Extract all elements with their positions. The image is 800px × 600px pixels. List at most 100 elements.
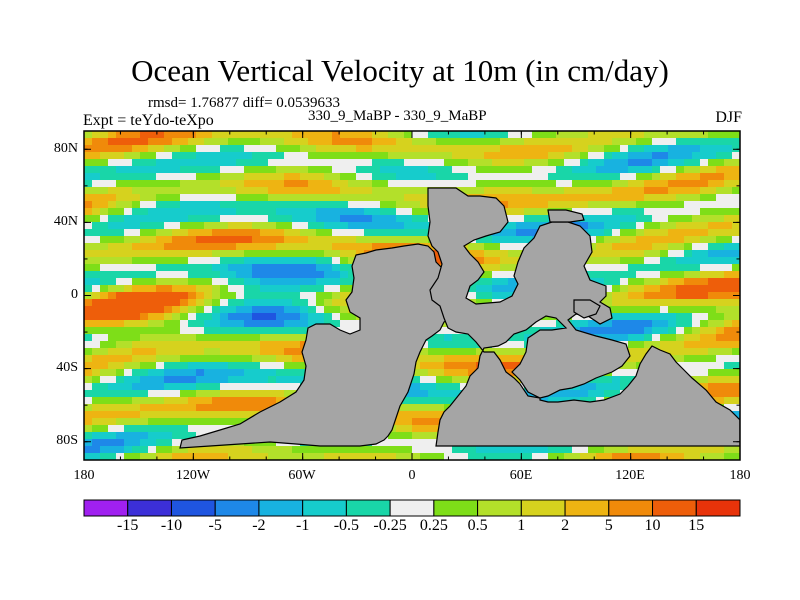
field-cell <box>468 131 477 139</box>
field-cell <box>532 208 541 216</box>
field-cell <box>148 432 157 440</box>
field-cell <box>92 383 101 391</box>
field-cell <box>252 453 261 460</box>
field-cell <box>732 159 740 167</box>
field-cell <box>84 404 93 412</box>
field-cell <box>84 439 93 447</box>
field-cell <box>348 131 357 139</box>
field-cell <box>660 278 669 286</box>
field-cell <box>692 201 701 209</box>
field-cell <box>676 278 685 286</box>
field-cell <box>564 131 573 139</box>
field-cell <box>140 222 149 230</box>
field-cell <box>220 208 229 216</box>
field-cell <box>204 278 213 286</box>
field-cell <box>212 411 221 419</box>
field-cell <box>348 236 357 244</box>
field-cell <box>444 138 453 146</box>
field-cell <box>500 138 509 146</box>
field-cell <box>132 348 141 356</box>
field-cell <box>116 250 125 258</box>
field-cell <box>188 327 197 335</box>
field-cell <box>652 257 661 265</box>
field-cell <box>732 187 740 195</box>
field-cell <box>116 425 125 433</box>
field-cell <box>596 383 605 391</box>
field-cell <box>276 299 285 307</box>
field-cell <box>212 215 221 223</box>
field-cell <box>316 278 325 286</box>
field-cell <box>556 201 565 209</box>
field-cell <box>532 453 541 460</box>
field-cell <box>300 243 309 251</box>
field-cell <box>692 306 701 314</box>
field-cell <box>204 355 213 363</box>
field-cell <box>180 425 189 433</box>
field-cell <box>596 278 605 286</box>
field-cell <box>612 159 621 167</box>
field-cell <box>92 166 101 174</box>
field-cell <box>492 131 501 139</box>
field-cell <box>284 271 293 279</box>
field-cell <box>284 250 293 258</box>
field-cell <box>620 187 629 195</box>
field-cell <box>348 201 357 209</box>
field-cell <box>148 425 157 433</box>
field-cell <box>212 355 221 363</box>
season-label: DJF <box>715 109 742 126</box>
field-cell <box>676 194 685 202</box>
field-cell <box>324 313 333 321</box>
field-cell <box>172 404 181 412</box>
field-cell <box>244 257 253 265</box>
field-cell <box>100 418 109 426</box>
field-cell <box>732 215 740 223</box>
field-cell <box>332 208 341 216</box>
field-cell <box>276 194 285 202</box>
field-cell <box>644 229 653 237</box>
field-cell <box>260 201 269 209</box>
field-cell <box>508 159 517 167</box>
field-cell <box>692 278 701 286</box>
field-cell <box>196 243 205 251</box>
field-cell <box>172 278 181 286</box>
field-cell <box>84 138 93 146</box>
field-cell <box>196 292 205 300</box>
field-cell <box>652 250 661 258</box>
field-cell <box>372 453 381 460</box>
field-cell <box>204 187 213 195</box>
field-cell <box>284 355 293 363</box>
field-cell <box>332 194 341 202</box>
field-cell <box>724 369 733 377</box>
field-cell <box>212 446 221 454</box>
field-cell <box>548 446 557 454</box>
field-cell <box>292 173 301 181</box>
field-cell <box>644 341 653 349</box>
field-cell <box>260 285 269 293</box>
field-cell <box>524 131 533 139</box>
field-cell <box>396 425 405 433</box>
field-cell <box>220 306 229 314</box>
field-cell <box>164 152 173 160</box>
field-cell <box>668 271 677 279</box>
field-cell <box>732 229 740 237</box>
field-cell <box>644 257 653 265</box>
field-cell <box>700 292 709 300</box>
field-cell <box>596 194 605 202</box>
field-cell <box>460 453 469 460</box>
field-cell <box>500 453 509 460</box>
field-cell <box>612 215 621 223</box>
field-cell <box>412 194 421 202</box>
field-cell <box>164 418 173 426</box>
field-cell <box>300 320 309 328</box>
field-cell <box>604 383 613 391</box>
field-cell <box>708 257 717 265</box>
field-cell <box>628 166 637 174</box>
field-cell <box>300 278 309 286</box>
field-cell <box>620 229 629 237</box>
field-cell <box>708 355 717 363</box>
field-cell <box>292 446 301 454</box>
field-cell <box>612 453 621 460</box>
colorbar-swatch <box>83 499 129 517</box>
field-cell <box>124 355 133 363</box>
field-cell <box>148 320 157 328</box>
